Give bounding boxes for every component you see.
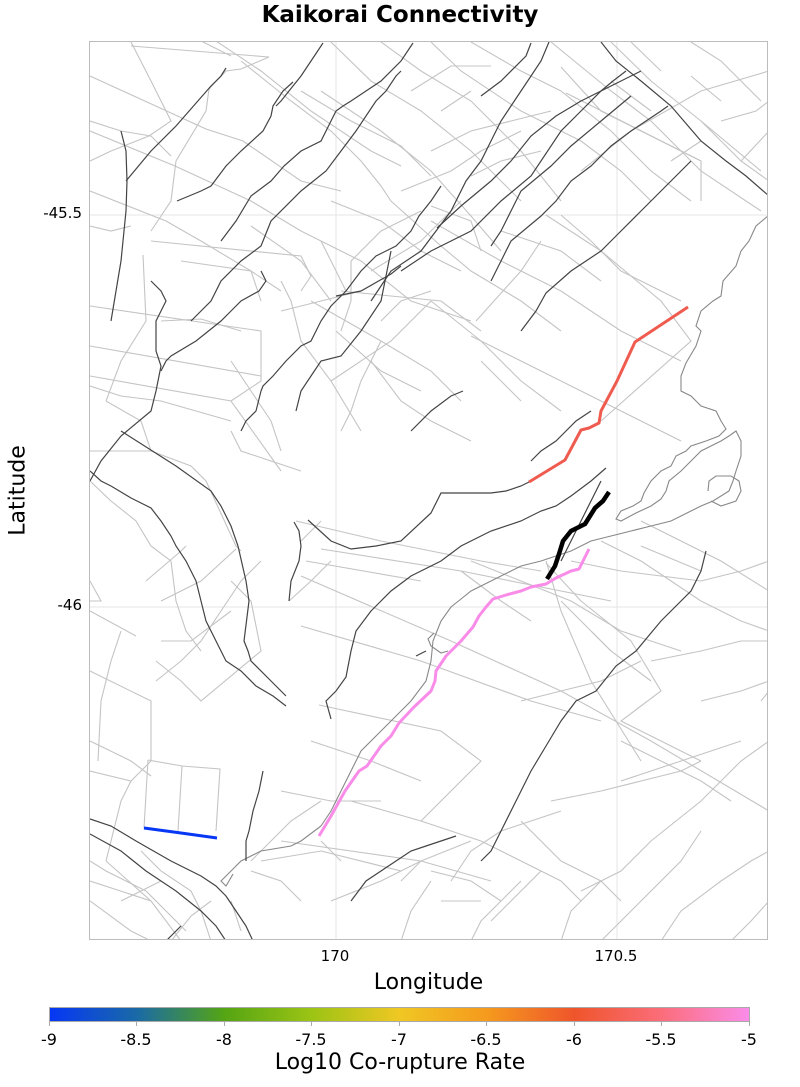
gridlines bbox=[90, 42, 767, 939]
fault-sections bbox=[90, 42, 767, 939]
colorbar-tick: -6 bbox=[566, 1030, 582, 1049]
colorbar-tick: -7 bbox=[391, 1030, 407, 1049]
y-axis-label: Latitude bbox=[5, 445, 31, 536]
y-tick-label: -46 bbox=[57, 596, 83, 614]
colorbar bbox=[49, 1007, 750, 1022]
map-plot-area[interactable] bbox=[89, 41, 768, 940]
fault-pink bbox=[317, 548, 591, 837]
fault-blue bbox=[143, 826, 218, 840]
fault-red bbox=[528, 305, 689, 484]
fault-black-source bbox=[545, 490, 611, 581]
colorbar-tick: -9 bbox=[41, 1030, 57, 1049]
y-tick-label: -45.5 bbox=[43, 204, 82, 222]
colorbar-tick: -8 bbox=[216, 1030, 232, 1049]
fault-traces bbox=[90, 42, 767, 939]
colorbar-tick: -7.5 bbox=[295, 1030, 327, 1049]
colorbar-tick: -5.5 bbox=[645, 1030, 677, 1049]
x-tick-label: 170 bbox=[320, 947, 350, 965]
coastline bbox=[220, 215, 767, 887]
map-canvas bbox=[90, 42, 767, 939]
chart-title: Kaikorai Connectivity bbox=[261, 2, 539, 28]
colorbar-tick: -6.5 bbox=[470, 1030, 502, 1049]
colorbar-label: Log10 Co-rupture Rate bbox=[274, 1050, 526, 1075]
x-axis-label: Longitude bbox=[373, 970, 484, 995]
colorbar-tick: -8.5 bbox=[120, 1030, 152, 1049]
colorbar-tick: -5 bbox=[741, 1030, 757, 1049]
x-tick-label: 170.5 bbox=[594, 947, 638, 965]
